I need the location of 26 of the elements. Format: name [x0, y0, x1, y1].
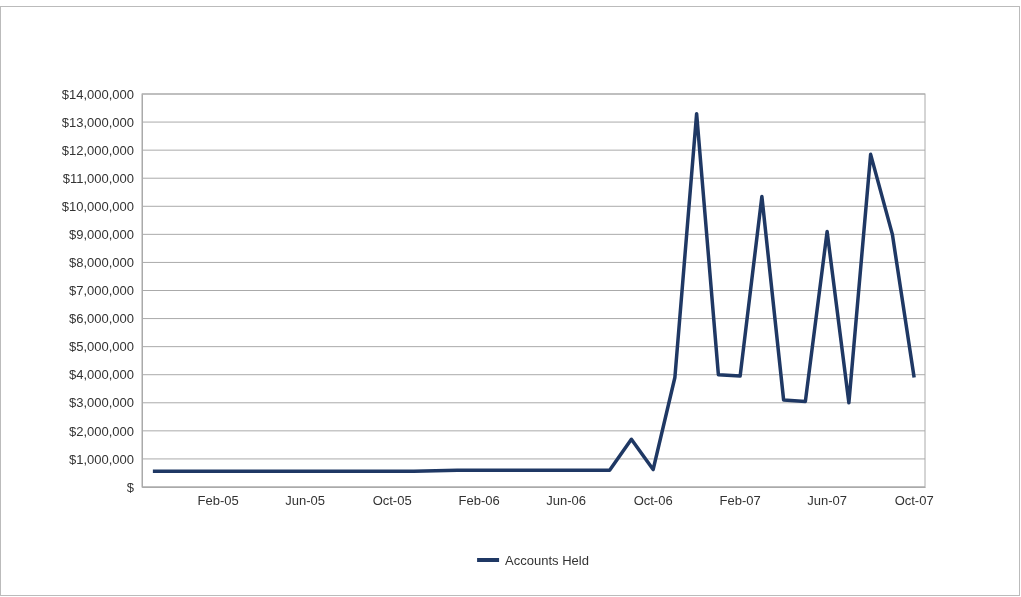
x-tick-label: Jun-05 [285, 493, 325, 509]
y-tick-label: $2,000,000 [68, 423, 134, 439]
x-tick-label: Oct-06 [633, 493, 673, 509]
legend-label: Accounts Held [505, 553, 589, 568]
y-tick-label: $10,000,000 [61, 198, 134, 214]
y-tick-label: $3,000,000 [68, 395, 134, 411]
x-tick-label: Feb-06 [458, 493, 500, 509]
y-tick-label: $6,000,000 [68, 311, 134, 327]
x-tick-label: Feb-07 [719, 493, 761, 509]
x-tick-label: Feb-05 [197, 493, 239, 509]
y-tick-label: $ [126, 479, 135, 495]
y-tick-label: $11,000,000 [62, 170, 134, 186]
y-tick-label: $1,000,000 [68, 451, 134, 467]
y-tick-label: $8,000,000 [68, 255, 134, 271]
x-tick-label: Jun-06 [546, 493, 586, 509]
y-tick-label: $7,000,000 [68, 283, 134, 299]
x-tick-label: Oct-05 [372, 493, 412, 509]
y-tick-label: $12,000,000 [61, 142, 134, 158]
y-tick-label: $4,000,000 [68, 367, 134, 383]
y-tick-label: $14,000,000 [61, 86, 134, 102]
x-tick-label: Oct-07 [894, 493, 934, 509]
y-tick-label: $13,000,000 [61, 114, 134, 130]
line-series [151, 111, 916, 474]
x-tick-label: Jun-07 [807, 493, 847, 509]
y-tick-label: $9,000,000 [68, 227, 134, 243]
y-tick-label: $5,000,000 [68, 339, 134, 355]
